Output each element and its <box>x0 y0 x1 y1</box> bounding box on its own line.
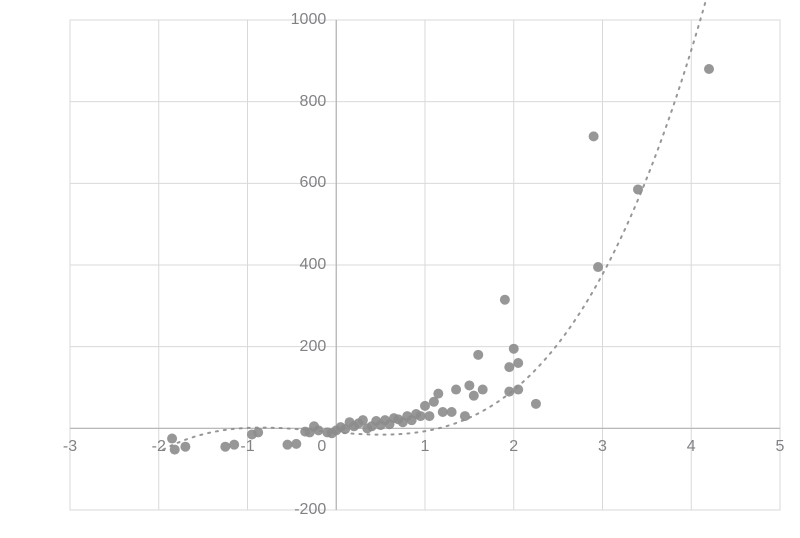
data-point <box>451 385 461 395</box>
y-tick-label: -200 <box>294 501 326 519</box>
y-tick-label: 600 <box>300 174 327 192</box>
data-point <box>180 442 190 452</box>
chart-canvas <box>0 0 800 533</box>
data-point <box>424 411 434 421</box>
x-tick-label: -2 <box>152 438 166 456</box>
data-point <box>704 64 714 74</box>
y-tick-label: 400 <box>300 256 327 274</box>
data-point <box>167 434 177 444</box>
data-point <box>282 440 292 450</box>
x-tick-label: 2 <box>509 438 518 456</box>
data-point <box>531 399 541 409</box>
data-point <box>291 439 301 449</box>
x-tick-label: 1 <box>421 438 430 456</box>
data-point <box>509 344 519 354</box>
data-point <box>229 440 239 450</box>
data-point <box>170 445 180 455</box>
data-point <box>473 350 483 360</box>
data-point <box>253 427 263 437</box>
x-tick-label: 4 <box>687 438 696 456</box>
x-tick-label: -3 <box>63 438 77 456</box>
data-point <box>416 411 426 421</box>
data-point <box>420 401 430 411</box>
data-point <box>500 295 510 305</box>
data-point <box>433 389 443 399</box>
data-point <box>314 425 324 435</box>
data-point <box>504 362 514 372</box>
data-point <box>593 262 603 272</box>
data-point <box>589 131 599 141</box>
data-point <box>633 184 643 194</box>
origin-label: 0 <box>317 438 326 456</box>
x-tick-label: -1 <box>240 438 254 456</box>
data-point <box>504 387 514 397</box>
data-point <box>447 407 457 417</box>
y-tick-label: 200 <box>300 338 327 356</box>
data-point <box>464 380 474 390</box>
y-tick-label: 1000 <box>291 11 327 29</box>
data-point <box>438 407 448 417</box>
data-point <box>460 411 470 421</box>
data-point <box>513 385 523 395</box>
scatter-chart: -3 -2 -1 1 2 3 4 5 -200 200 400 600 800 1000 0 <box>0 0 800 533</box>
y-tick-label: 800 <box>300 93 327 111</box>
data-point <box>469 391 479 401</box>
data-point <box>220 442 230 452</box>
data-point <box>478 385 488 395</box>
x-tick-label: 5 <box>776 438 785 456</box>
data-point <box>513 358 523 368</box>
x-tick-label: 3 <box>598 438 607 456</box>
